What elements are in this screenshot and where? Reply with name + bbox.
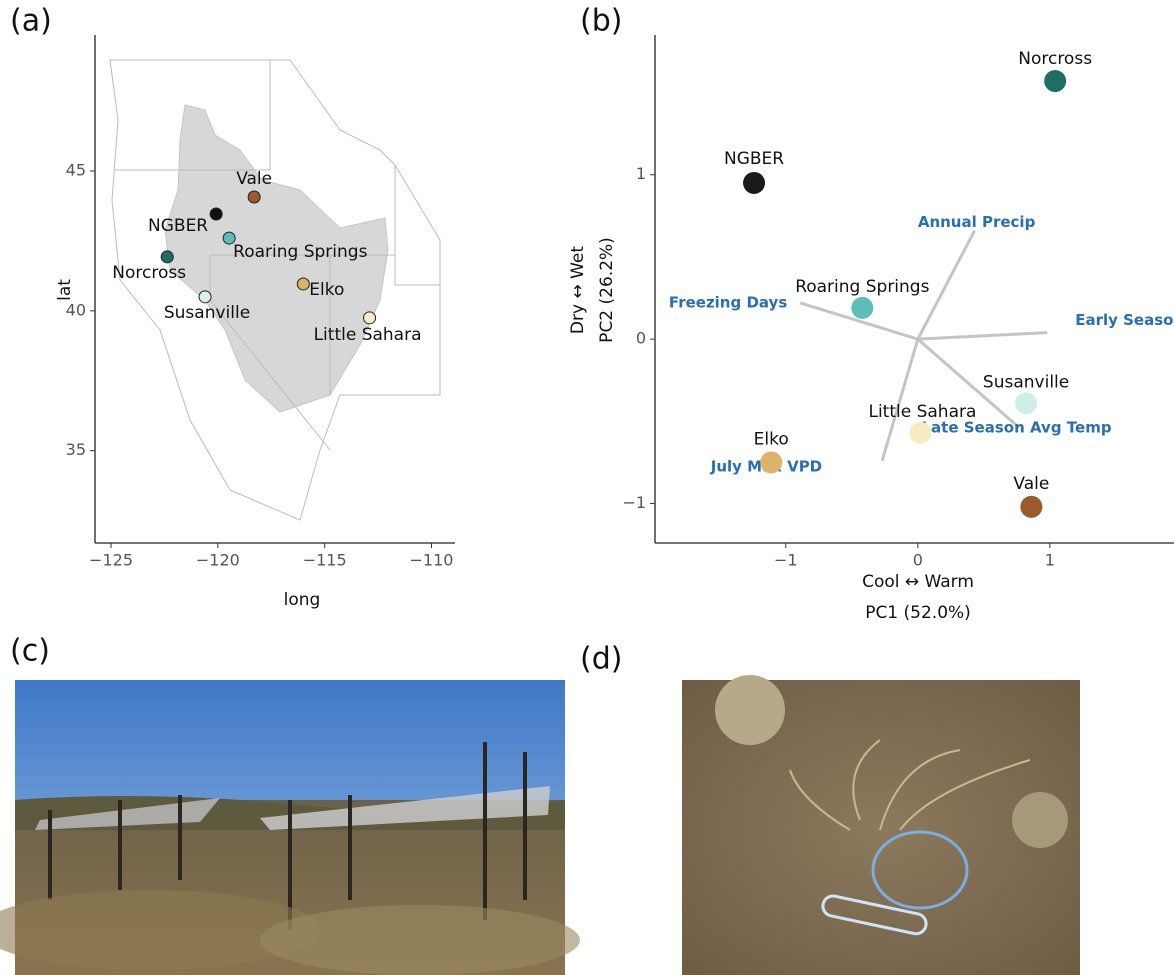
x-tick-label: 1 [1045, 551, 1055, 570]
site-label: Susanville [164, 303, 250, 323]
y-tick-label: 0 [636, 329, 646, 348]
x-axis-title: long [284, 590, 321, 610]
site-label: Vale [236, 169, 272, 189]
panel-label: (a) [10, 4, 52, 39]
site-label: Susanville [983, 372, 1069, 392]
site-point [760, 451, 782, 473]
vector-label: Annual Precip [918, 213, 1036, 231]
y-tick-label: 35 [66, 440, 86, 459]
site-point [851, 297, 873, 319]
y-axis-title: lat [55, 279, 75, 301]
basemap [110, 60, 440, 520]
x-tick-label: 0 [913, 551, 923, 570]
site-label: Roaring Springs [795, 277, 929, 297]
site-point [199, 291, 211, 303]
y-tick-label: 45 [66, 160, 86, 179]
site-point [743, 172, 765, 194]
site-label: Little Sahara [314, 325, 422, 345]
x-tick-label: −110 [410, 551, 454, 570]
site-point [364, 312, 376, 324]
site-point [1020, 496, 1042, 518]
site-label: Norcross [112, 263, 186, 283]
vector-label: Freezing Days [669, 293, 787, 311]
panel-label: (d) [580, 642, 622, 677]
photo-seedling [682, 675, 1080, 975]
y-axis-title: Dry ↔ Wet [568, 246, 588, 334]
site-point [161, 251, 173, 263]
y-axis-title: PC2 (26.2%) [597, 237, 617, 343]
site-label: Elko [309, 280, 344, 300]
site-label: NGBER [724, 149, 784, 169]
x-tick-label: −120 [196, 551, 240, 570]
site-label: Norcross [1018, 49, 1092, 69]
site-label: Roaring Springs [233, 242, 367, 262]
x-axis-title: PC1 (52.0%) [865, 603, 971, 623]
site-label: Vale [1013, 474, 1049, 494]
y-tick-label: 1 [636, 164, 646, 183]
vector-label: Early Season Avg Temp [1075, 311, 1174, 329]
y-tick-label: 40 [66, 300, 86, 319]
site-label: Little Sahara [868, 402, 976, 422]
site-point [297, 278, 309, 290]
x-axis-title: Cool ↔ Warm [862, 572, 974, 592]
site-point [909, 422, 931, 444]
x-tick-label: −1 [774, 551, 798, 570]
loading-vector [882, 339, 918, 461]
site-point [1044, 70, 1066, 92]
y-tick-label: −1 [622, 493, 646, 512]
site-label: Elko [754, 429, 789, 449]
x-tick-label: −125 [89, 551, 133, 570]
panel-label: (b) [580, 4, 622, 39]
loading-vector [918, 333, 1047, 340]
site-point [1015, 392, 1037, 414]
site-label: NGBER [148, 216, 208, 236]
photo-field-shelters [0, 680, 580, 975]
site-point [248, 191, 260, 203]
figure: (a)(b)(c)(d)−125−120−115−110354045longla… [0, 0, 1174, 975]
site-point [210, 208, 222, 220]
x-tick-label: −115 [303, 551, 347, 570]
panel-label: (c) [10, 634, 50, 669]
